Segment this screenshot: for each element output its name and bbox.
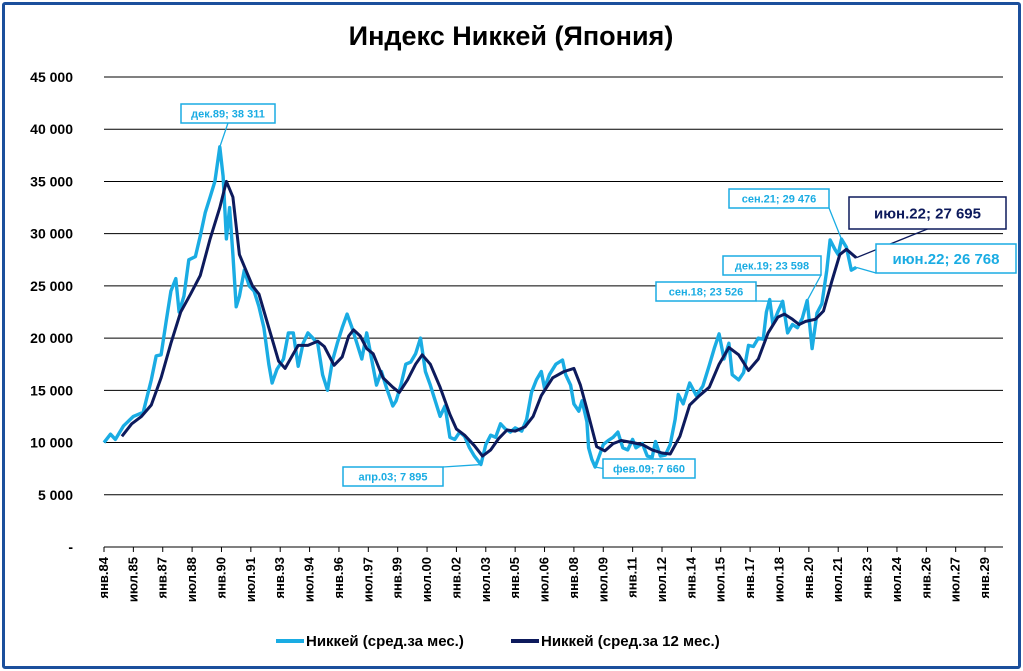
annotation-box — [342, 466, 444, 487]
x-tick-label: июл.00 — [419, 557, 434, 602]
annotation-label: дек.89; 38 311 — [191, 108, 265, 120]
y-tick-label: 15 000 — [30, 382, 73, 398]
x-tick-label: янв.11 — [625, 557, 640, 598]
annotation-label: апр.03; 7 895 — [358, 471, 427, 483]
x-tick-label: янв.90 — [213, 557, 228, 599]
x-tick-label: июл.06 — [537, 557, 552, 602]
x-tick-label: июл.12 — [654, 557, 669, 602]
legend-label-monthly: Никкей (сред.за мес.) — [306, 633, 464, 650]
x-tick-label: июл.18 — [771, 557, 786, 602]
x-tick-label: янв.93 — [272, 557, 287, 599]
annotation-box — [875, 243, 1017, 274]
x-tick-label: июл.88 — [184, 557, 199, 602]
y-tick-label: 30 000 — [30, 226, 73, 242]
annotation-box — [655, 281, 757, 302]
legend-label-12-month: Никкей (сред.за 12 мес.) — [541, 633, 720, 650]
annotation-label: сен.18; 23 526 — [669, 286, 744, 298]
x-tick-label: янв.17 — [742, 557, 757, 599]
annotation-leader — [594, 466, 604, 470]
x-tick-label: июл.24 — [889, 556, 904, 602]
annotation-leader — [855, 266, 877, 274]
annotation-label: дек.19; 23 598 — [735, 260, 809, 272]
x-tick-label: янв.99 — [390, 557, 405, 599]
annotation-leader — [828, 207, 843, 240]
legend: Никкей (сред.за мес.) Никкей (сред.за 12 … — [276, 633, 720, 650]
annotation-leader — [219, 122, 229, 148]
x-tick-label: янв.26 — [918, 557, 933, 599]
annotation-leader — [442, 463, 481, 468]
x-tick-label: янв.20 — [801, 557, 816, 599]
y-tick-label: 45 000 — [30, 69, 73, 85]
x-tick-label: янв.29 — [977, 557, 992, 599]
x-axis: янв.84 июл.85 янв.87 июл.88 янв.90 июл.91 янв.… — [96, 547, 992, 602]
annotation-label: сен.21; 29 476 — [742, 193, 817, 205]
chart-title: Индекс Никкей (Япония) — [349, 21, 674, 51]
y-tick-label: 40 000 — [30, 121, 73, 137]
x-tick-label: июл.97 — [360, 557, 375, 602]
x-tick-label: янв.14 — [683, 556, 698, 598]
annotation-label: июн.22; 26 768 — [893, 251, 1000, 268]
x-tick-label: янв.87 — [155, 557, 170, 599]
annotation-box — [728, 188, 830, 209]
annotation-box — [602, 458, 696, 479]
x-tick-label: июл.94 — [302, 556, 317, 602]
x-tick-label: янв.23 — [860, 557, 875, 599]
series-line-monthly — [102, 145, 858, 469]
annotation-box — [180, 103, 276, 124]
annotations: дек.89; 38 311 апр.03; 7 895 фев.09; 7 660… — [180, 103, 1017, 487]
y-tick-label: 20 000 — [30, 330, 73, 346]
x-tick-label: июл.27 — [948, 557, 963, 602]
y-tick-label: 5 000 — [38, 487, 73, 503]
x-tick-label: янв.02 — [448, 557, 463, 599]
gridlines — [104, 76, 1003, 548]
annotation-box — [722, 255, 822, 276]
x-tick-label: июл.03 — [478, 557, 493, 602]
x-tick-label: янв.96 — [331, 557, 346, 599]
series-lines — [102, 145, 858, 469]
y-tick-label: 35 000 — [30, 173, 73, 189]
x-tick-label: июл.09 — [595, 557, 610, 602]
y-axis-ticks: - 5 000 10 000 15 000 20 000 25 000 30 000 35 0… — [30, 69, 73, 555]
x-tick-label: янв.05 — [507, 557, 522, 599]
x-tick-label: июл.91 — [243, 557, 258, 602]
annotation-leader — [806, 274, 822, 301]
annotation-label: фев.09; 7 660 — [613, 463, 685, 475]
annotation-label: июн.22; 27 695 — [874, 205, 981, 222]
x-tick-label: июл.15 — [713, 557, 728, 602]
series-line-12-month — [120, 179, 858, 458]
x-tick-label: июл.85 — [125, 557, 140, 602]
annotation-box — [848, 196, 1007, 230]
y-tick-label: - — [68, 539, 73, 555]
x-tick-label: июл.21 — [830, 557, 845, 602]
y-tick-label: 10 000 — [30, 435, 73, 451]
y-tick-label: 25 000 — [30, 278, 73, 294]
x-tick-label: янв.08 — [566, 557, 581, 599]
x-tick-label: янв.84 — [96, 556, 111, 598]
